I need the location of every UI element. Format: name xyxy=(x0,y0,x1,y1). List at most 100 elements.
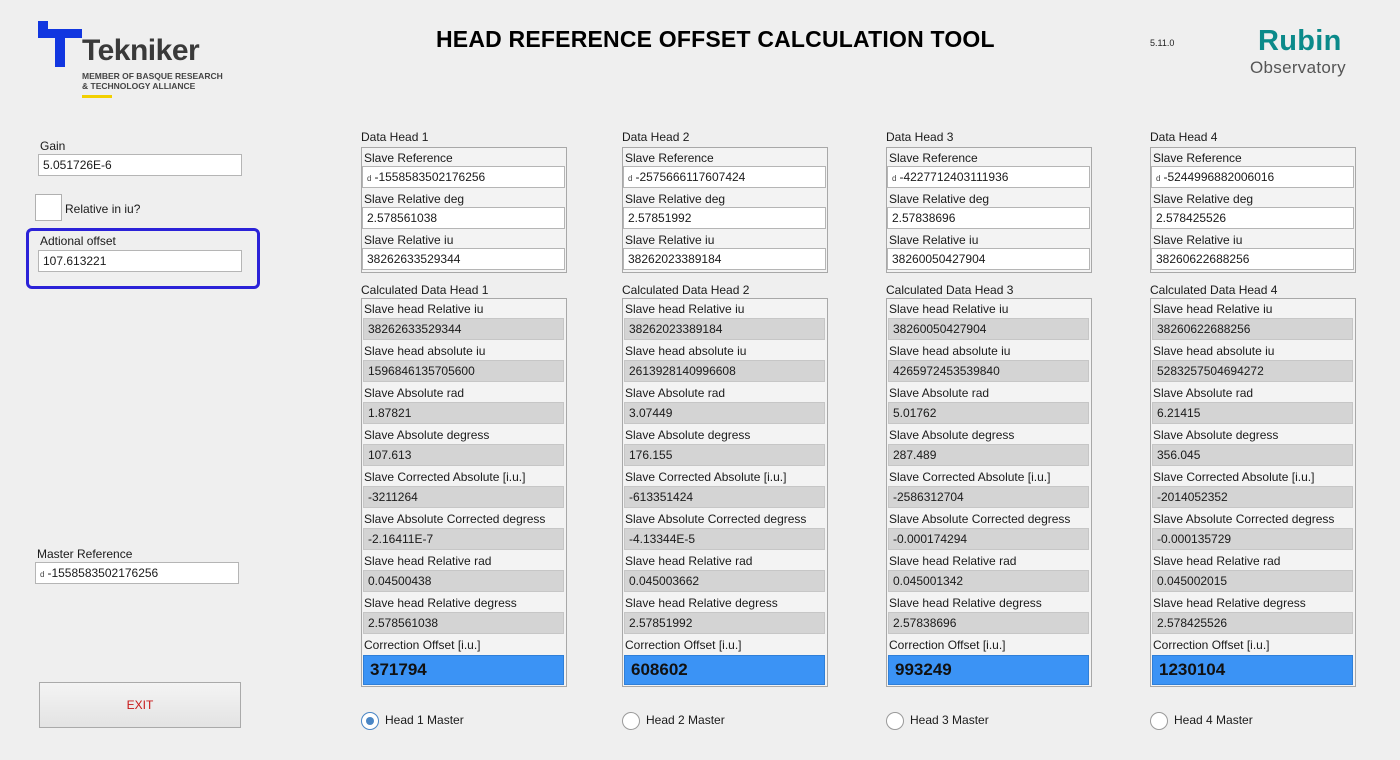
head1-slave-absolute-corrected-degrees-value: -2.16411E-7 xyxy=(363,528,564,550)
head1-calc-title: Calculated Data Head 1 xyxy=(361,283,489,297)
head2-slave-head-relative-iu-label: Slave head Relative iu xyxy=(625,302,745,316)
tekniker-logo-mark xyxy=(38,21,82,67)
head3-slave-head-relative-degrees-value: 2.57838696 xyxy=(888,612,1089,634)
head2-slave-absolute-rad-value: 3.07449 xyxy=(624,402,825,424)
head1-slave-relative-iu-label: Slave Relative iu xyxy=(364,233,454,247)
head1-slave-reference-label: Slave Reference xyxy=(364,151,453,165)
head2-correction-offset-value: 608602 xyxy=(624,655,825,685)
head3-slave-head-absolute-iu-label: Slave head absolute iu xyxy=(889,344,1011,358)
head4-slave-absolute-rad-label: Slave Absolute rad xyxy=(1153,386,1254,400)
tekniker-tagline-line1: MEMBER OF BASQUE RESEARCH xyxy=(82,71,223,81)
head1-slave-head-absolute-iu-value: 1596846135705600 xyxy=(363,360,564,382)
head4-slave-absolute-corrected-degrees-value: -0.000135729 xyxy=(1152,528,1353,550)
tekniker-logo-tagline: MEMBER OF BASQUE RESEARCH & TECHNOLOGY A… xyxy=(82,71,223,91)
head2-slave-head-relative-rad-value: 0.045003662 xyxy=(624,570,825,592)
head2-slave-head-relative-degrees-value: 2.57851992 xyxy=(624,612,825,634)
tekniker-logo-underline xyxy=(82,95,112,98)
head4-slave-head-absolute-iu-value: 5283257504694272 xyxy=(1152,360,1353,382)
head2-slave-absolute-degrees-label: Slave Absolute degress xyxy=(625,428,751,442)
head1-master-label: Head 1 Master xyxy=(385,713,464,727)
head4-slave-reference-label: Slave Reference xyxy=(1153,151,1242,165)
head3-slave-reference-input[interactable]: d -4227712403111936 xyxy=(887,166,1090,188)
head4-slave-head-relative-rad-value: 0.045002015 xyxy=(1152,570,1353,592)
head4-slave-relative-iu-input[interactable]: 38260622688256 xyxy=(1151,248,1354,270)
head4-slave-reference-value: -5244996882006016 xyxy=(1163,170,1275,184)
head4-slave-corrected-absolute-label: Slave Corrected Absolute [i.u.] xyxy=(1153,470,1315,484)
head1-correction-offset-value: 371794 xyxy=(363,655,564,685)
head4-slave-absolute-degrees-label: Slave Absolute degress xyxy=(1153,428,1279,442)
head3-correction-offset-label: Correction Offset [i.u.] xyxy=(889,638,1006,652)
head4-slave-corrected-absolute-value: -2014052352 xyxy=(1152,486,1353,508)
head2-master-radio[interactable] xyxy=(622,712,640,730)
head2-calc-title: Calculated Data Head 2 xyxy=(622,283,750,297)
head4-correction-offset-label: Correction Offset [i.u.] xyxy=(1153,638,1270,652)
head3-slave-absolute-degrees-label: Slave Absolute degress xyxy=(889,428,1015,442)
head3-slave-absolute-corrected-degrees-value: -0.000174294 xyxy=(888,528,1089,550)
head1-slave-head-relative-rad-value: 0.04500438 xyxy=(363,570,564,592)
head3-master-radio[interactable] xyxy=(886,712,904,730)
head4-slave-reference-input[interactable]: d -5244996882006016 xyxy=(1151,166,1354,188)
numeric-indicator-icon: d xyxy=(40,570,45,579)
head3-slave-absolute-rad-value: 5.01762 xyxy=(888,402,1089,424)
head4-slave-relative-deg-input[interactable]: 2.578425526 xyxy=(1151,207,1354,229)
head1-slave-head-absolute-iu-label: Slave head absolute iu xyxy=(364,344,486,358)
head1-slave-head-relative-iu-value: 38262633529344 xyxy=(363,318,564,340)
head4-slave-absolute-corrected-degrees-label: Slave Absolute Corrected degress xyxy=(1153,512,1335,526)
head3-slave-head-relative-rad-value: 0.045001342 xyxy=(888,570,1089,592)
head4-slave-absolute-degrees-value: 356.045 xyxy=(1152,444,1353,466)
head2-slave-absolute-degrees-value: 176.155 xyxy=(624,444,825,466)
head2-slave-reference-label: Slave Reference xyxy=(625,151,714,165)
head1-slave-head-relative-degrees-value: 2.578561038 xyxy=(363,612,564,634)
tekniker-tagline-line2: & TECHNOLOGY ALLIANCE xyxy=(82,81,196,91)
head4-correction-offset-value: 1230104 xyxy=(1152,655,1353,685)
exit-button[interactable]: EXIT xyxy=(39,682,241,728)
head3-slave-head-relative-iu-value: 38260050427904 xyxy=(888,318,1089,340)
head2-slave-head-relative-degrees-label: Slave head Relative degress xyxy=(625,596,778,610)
head3-calc-title: Calculated Data Head 3 xyxy=(886,283,1014,297)
head3-slave-reference-label: Slave Reference xyxy=(889,151,978,165)
head3-slave-relative-deg-input[interactable]: 2.57838696 xyxy=(887,207,1090,229)
head2-slave-absolute-corrected-degrees-label: Slave Absolute Corrected degress xyxy=(625,512,807,526)
additional-offset-input[interactable]: 107.613221 xyxy=(38,250,242,272)
head2-master-label: Head 2 Master xyxy=(646,713,725,727)
head2-slave-head-absolute-iu-label: Slave head absolute iu xyxy=(625,344,747,358)
head1-slave-head-relative-iu-label: Slave head Relative iu xyxy=(364,302,484,316)
version-label: 5.11.0 xyxy=(1150,38,1175,48)
head1-slave-corrected-absolute-label: Slave Corrected Absolute [i.u.] xyxy=(364,470,526,484)
master-reference-input[interactable]: d -1558583502176256 xyxy=(35,562,239,584)
head1-slave-relative-deg-input[interactable]: 2.578561038 xyxy=(362,207,565,229)
page-title: HEAD REFERENCE OFFSET CALCULATION TOOL xyxy=(436,26,995,52)
head1-slave-corrected-absolute-value: -3211264 xyxy=(363,486,564,508)
head2-slave-relative-deg-input[interactable]: 2.57851992 xyxy=(623,207,826,229)
head3-slave-head-relative-iu-label: Slave head Relative iu xyxy=(889,302,1009,316)
head2-slave-head-relative-rad-label: Slave head Relative rad xyxy=(625,554,753,568)
head3-slave-absolute-degrees-value: 287.489 xyxy=(888,444,1089,466)
head1-data-title: Data Head 1 xyxy=(361,130,429,144)
head3-slave-absolute-rad-label: Slave Absolute rad xyxy=(889,386,990,400)
head2-data-title: Data Head 2 xyxy=(622,130,690,144)
head3-slave-relative-iu-input[interactable]: 38260050427904 xyxy=(887,248,1090,270)
head4-slave-absolute-rad-value: 6.21415 xyxy=(1152,402,1353,424)
head1-slave-reference-input[interactable]: d -1558583502176256 xyxy=(362,166,565,188)
head3-slave-absolute-corrected-degrees-label: Slave Absolute Corrected degress xyxy=(889,512,1071,526)
head1-slave-head-relative-rad-label: Slave head Relative rad xyxy=(364,554,492,568)
head2-slave-head-absolute-iu-value: 2613928140996608 xyxy=(624,360,825,382)
head3-data-title: Data Head 3 xyxy=(886,130,954,144)
head4-slave-relative-deg-label: Slave Relative deg xyxy=(1153,192,1254,206)
gain-input[interactable]: 5.051726E-6 xyxy=(38,154,242,176)
relative-in-iu-checkbox[interactable] xyxy=(35,194,62,221)
head2-slave-reference-value: -2575666117607424 xyxy=(635,170,746,184)
head4-slave-head-relative-degrees-value: 2.578425526 xyxy=(1152,612,1353,634)
head2-slave-reference-input[interactable]: d -2575666117607424 xyxy=(623,166,826,188)
numeric-indicator-icon: d xyxy=(367,174,372,183)
head2-slave-absolute-corrected-degrees-value: -4.13344E-5 xyxy=(624,528,825,550)
head4-master-radio[interactable] xyxy=(1150,712,1168,730)
additional-offset-label: Adtional offset xyxy=(40,234,116,248)
head3-master-label: Head 3 Master xyxy=(910,713,989,727)
head4-calc-title: Calculated Data Head 4 xyxy=(1150,283,1278,297)
head3-correction-offset-value: 993249 xyxy=(888,655,1089,685)
head1-master-radio[interactable] xyxy=(361,712,379,730)
head2-slave-relative-iu-input[interactable]: 38262023389184 xyxy=(623,248,826,270)
head1-slave-relative-iu-input[interactable]: 38262633529344 xyxy=(362,248,565,270)
numeric-indicator-icon: d xyxy=(628,174,633,183)
